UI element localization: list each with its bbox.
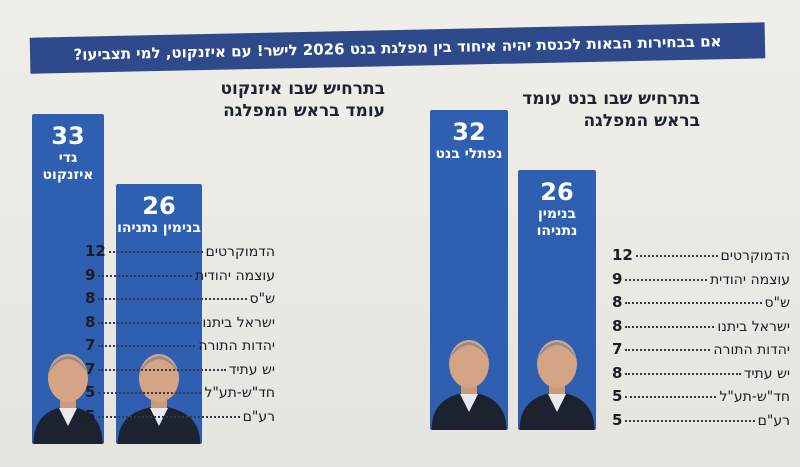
bar-netanyahu-name: בנימין נתניהו: [117, 220, 201, 236]
bar-netanyahu: [116, 184, 202, 444]
bar-eisenkot-value: 33: [51, 122, 85, 150]
eisenkot-photo: [33, 354, 103, 444]
leader-dots: [625, 278, 707, 281]
party-name: עוצמה יהודית: [709, 271, 790, 288]
leader-dots: [625, 396, 717, 398]
party-row: עוצמה יהודית 9: [612, 270, 790, 294]
party-name: ש"ס: [764, 295, 790, 311]
party-name: ישראל ביתנו: [717, 318, 790, 335]
leader-dots: [98, 298, 247, 300]
party-seats: 9: [85, 265, 96, 284]
scenario-bennett-bars: [430, 110, 596, 430]
party-row: חד"ש-תע"ל 5: [85, 383, 275, 407]
party-row: הדמוקרטים 12: [612, 246, 790, 270]
netanyahu-photo: [519, 340, 595, 430]
party-name: יהדות התורה: [713, 342, 790, 358]
scenario-eisenkot-bars: [32, 114, 202, 444]
party-name: יהדות התורה: [198, 338, 275, 354]
party-row: ש"ס 8: [612, 293, 790, 317]
leader-dots: [625, 325, 715, 328]
party-row: יהדות התורה 7: [85, 336, 275, 360]
party-row: יש עתיד 7: [85, 360, 275, 384]
party-row: ישראל ביתנו 8: [612, 317, 790, 341]
scenario-eisenkot-panel: בתרחיש שבו איזנקוט עומד בראש המפלגה 33 ג…: [20, 70, 415, 460]
party-row: עוצמה יהודית 9: [85, 266, 275, 290]
party-seats: 5: [85, 406, 96, 425]
leader-dots: [98, 392, 202, 394]
leader-dots: [635, 255, 718, 257]
party-seats: 12: [612, 246, 633, 264]
bar-bennett: [430, 110, 508, 430]
party-name: הדמוקרטים: [720, 248, 790, 264]
bar-bennett-label: 32 נפתלי בנט: [430, 118, 508, 163]
leader-dots: [625, 372, 741, 375]
party-seats: 8: [85, 289, 96, 307]
bar-eisenkot: [32, 114, 104, 444]
survey-question-banner: אם בבחירות הבאות לכנסת יהיה איחוד בין מפ…: [29, 22, 766, 74]
bar-eisenkot-label: 33 גדי איזנקוט: [32, 122, 104, 184]
scenario-eisenkot-party-list: הדמוקרטים 12 עוצמה יהודית 9 ש"ס 8 ישראל ביתנו 8…: [85, 242, 275, 430]
party-seats: 8: [612, 293, 623, 311]
survey-question: אם בבחירות הבאות לכנסת יהיה איחוד בין מפ…: [73, 32, 722, 64]
bar-bennett-name: נפתלי בנט: [435, 146, 503, 162]
party-row: רע"ם 5: [612, 411, 790, 435]
party-seats: 5: [85, 383, 96, 401]
party-row: הדמוקרטים 12: [85, 242, 275, 266]
party-name: יש עתיד: [743, 365, 790, 382]
leader-dots: [625, 302, 762, 304]
party-name: ישראל ביתנו: [202, 314, 275, 331]
party-name: חד"ש-תע"ל: [204, 385, 275, 401]
party-name: יש עתיד: [228, 361, 275, 378]
bennett-photo: [431, 340, 507, 430]
bar-eisenkot-name: גדי איזנקוט: [42, 150, 94, 183]
party-name: ש"ס: [249, 291, 275, 307]
bar-netanyahu-label: 26 בנימין נתניהו: [518, 178, 596, 240]
party-row: יש עתיד 8: [612, 364, 790, 388]
bar-netanyahu-value: 26: [142, 192, 176, 220]
party-seats: 5: [612, 410, 623, 429]
leader-dots: [98, 368, 226, 371]
party-row: רע"ם 5: [85, 407, 275, 431]
scenario-bennett-panel: בתרחיש שבו בנט עומד בראש המפלגה 32 נפתלי…: [420, 70, 790, 460]
leader-dots: [625, 349, 711, 351]
bar-netanyahu-label: 26 בנימין נתניהו: [116, 192, 202, 237]
leader-dots: [625, 419, 755, 422]
leader-dots: [108, 251, 203, 253]
party-seats: 9: [612, 269, 623, 288]
party-seats: 7: [85, 336, 96, 354]
party-seats: 8: [85, 312, 96, 331]
party-name: רע"ם: [242, 408, 275, 425]
scenario-bennett-title: בתרחיש שבו בנט עומד בראש המפלגה: [522, 89, 700, 131]
leader-dots: [98, 321, 200, 324]
bar-netanyahu-name: בנימין נתניהו: [536, 206, 578, 239]
party-row: ש"ס 8: [85, 289, 275, 313]
party-row: ישראל ביתנו 8: [85, 313, 275, 337]
party-seats: 7: [85, 359, 96, 378]
party-seats: 8: [612, 363, 623, 382]
party-seats: 5: [612, 387, 623, 405]
party-name: הדמוקרטים: [205, 244, 275, 260]
scenario-eisenkot-title: בתרחיש שבו איזנקוט עומד בראש המפלגה: [220, 79, 385, 121]
party-name: חד"ש-תע"ל: [719, 389, 790, 405]
bar-bennett-value: 32: [452, 118, 486, 146]
party-name: רע"ם: [757, 412, 790, 429]
party-seats: 7: [612, 340, 623, 358]
bar-netanyahu-value: 26: [540, 178, 574, 206]
leader-dots: [98, 415, 240, 418]
party-seats: 12: [85, 242, 106, 260]
party-row: יהדות התורה 7: [612, 340, 790, 364]
party-seats: 8: [612, 316, 623, 335]
leader-dots: [98, 274, 192, 277]
party-row: חד"ש-תע"ל 5: [612, 387, 790, 411]
party-name: עוצמה יהודית: [194, 267, 275, 284]
scenario-bennett-party-list: הדמוקרטים 12 עוצמה יהודית 9 ש"ס 8 ישראל ביתנו 8…: [612, 246, 790, 434]
leader-dots: [98, 345, 196, 347]
